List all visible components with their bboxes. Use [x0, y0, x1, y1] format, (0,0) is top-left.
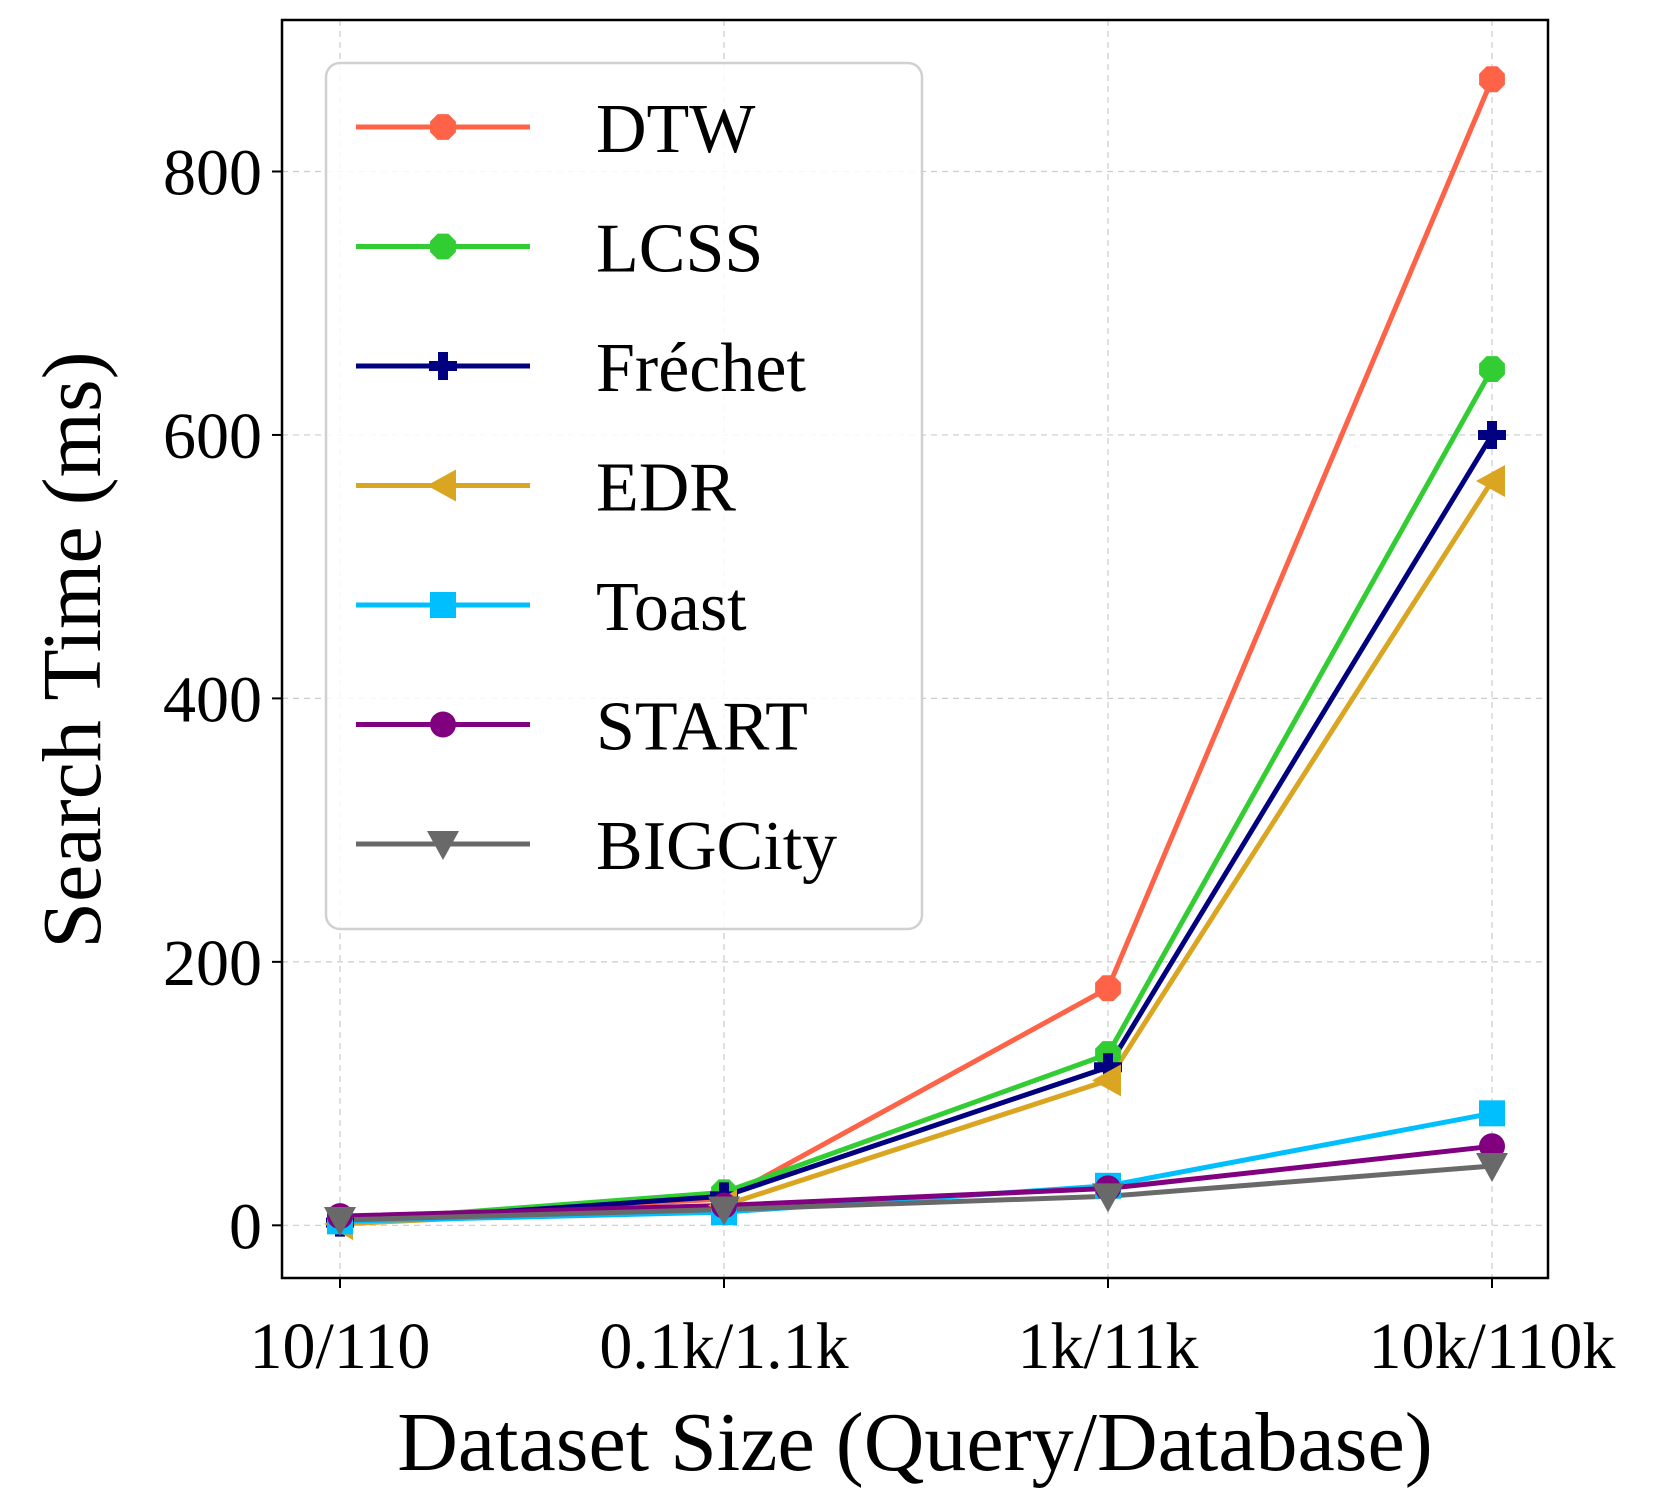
data-point-start: [1479, 1133, 1505, 1160]
legend-marker-toast: [430, 592, 456, 618]
legend: DTW LCSS Fréchet EDR Toast START BIGCity: [324, 61, 924, 931]
series-lines: [339, 78, 1495, 1227]
data-point-bigcity: [324, 1207, 356, 1237]
legend-marker-start: [430, 711, 456, 738]
y-tick-label: 200: [163, 927, 262, 1000]
data-point-bigcity: [1092, 1183, 1124, 1213]
y-tick-label: 800: [163, 136, 262, 209]
data-point-bigcity: [708, 1196, 740, 1226]
legend-marker-edr: [427, 469, 456, 502]
data-point-toast: [1479, 1100, 1505, 1127]
legend-marker-bigcity: [427, 831, 459, 860]
data-point-bigcity: [1476, 1153, 1508, 1183]
x-tick-label: 0.1k/1.1k: [599, 1310, 848, 1383]
x-tick-label: 10/110: [250, 1310, 431, 1383]
legend-label-start: START: [596, 689, 808, 766]
x-tick-label: 1k/11k: [1018, 1310, 1199, 1383]
legend-box: [324, 61, 924, 931]
data-point-edr: [1476, 465, 1505, 498]
legend-label-edr: EDR: [596, 450, 736, 527]
data-point-edr: [1092, 1064, 1121, 1097]
legend-label-toast: Toast: [596, 569, 747, 646]
legend-marker-dtw: [430, 114, 456, 140]
y-tick-label: 0: [229, 1190, 262, 1263]
legend-label-bigcity: BIGCity: [596, 808, 837, 885]
data-point-lcss: [1479, 356, 1505, 382]
axis-ticks: 10/110 0.1k/1.1k 1k/11k 10k/110k 0 200 400 600 8…: [163, 136, 1615, 1383]
legend-label-fr-chet: Fréchet: [596, 330, 806, 407]
series-markers: [324, 66, 1508, 1240]
legend-marker-fr-chet: [429, 352, 457, 380]
y-axis-label: Search Time (ms): [26, 351, 119, 948]
x-tick-label: 10k/110k: [1369, 1310, 1616, 1383]
series-line-start: [339, 1143, 1493, 1219]
y-tick-label: 600: [163, 400, 262, 473]
legend-label-dtw: DTW: [596, 91, 755, 168]
legend-label-lcss: LCSS: [596, 211, 763, 288]
data-point-fr-chet: [1094, 1053, 1122, 1082]
y-tick-label: 400: [163, 663, 262, 736]
series-line-lcss: [339, 367, 1495, 1224]
x-axis-label: Dataset Size (Query/Database): [397, 1396, 1433, 1489]
data-point-fr-chet: [1478, 420, 1506, 449]
series-line-bigcity: [339, 1163, 1493, 1223]
data-point-dtw: [1095, 975, 1121, 1002]
legend-marker-lcss: [430, 233, 456, 260]
plot-frame: [280, 18, 1550, 1280]
data-point-dtw: [1479, 66, 1505, 93]
